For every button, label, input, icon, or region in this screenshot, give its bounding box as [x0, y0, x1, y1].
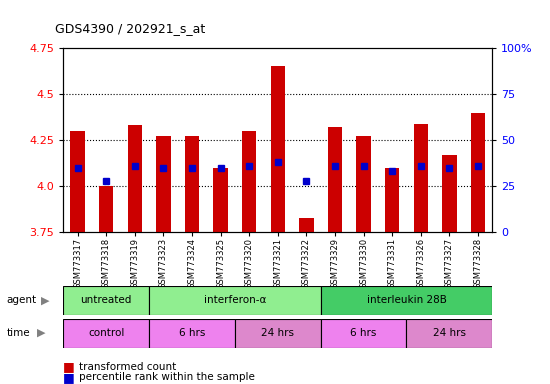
Text: interferon-α: interferon-α: [204, 295, 266, 306]
Text: 24 hrs: 24 hrs: [261, 328, 294, 338]
Bar: [321, 286, 492, 315]
Bar: [414, 124, 428, 232]
Text: percentile rank within the sample: percentile rank within the sample: [79, 372, 255, 382]
Bar: [406, 319, 492, 348]
Bar: [242, 131, 256, 232]
Bar: [471, 113, 485, 232]
Text: time: time: [7, 328, 30, 338]
Text: 6 hrs: 6 hrs: [179, 328, 205, 338]
Text: ■: ■: [63, 360, 75, 373]
Text: ▶: ▶: [41, 295, 49, 306]
Bar: [356, 136, 371, 232]
Bar: [328, 127, 342, 232]
Bar: [63, 286, 149, 315]
Text: transformed count: transformed count: [79, 362, 176, 372]
Bar: [149, 286, 321, 315]
Bar: [235, 319, 321, 348]
Text: ▶: ▶: [37, 328, 46, 338]
Bar: [156, 136, 170, 232]
Text: interleukin 28B: interleukin 28B: [366, 295, 447, 306]
Text: control: control: [88, 328, 124, 338]
Text: 24 hrs: 24 hrs: [433, 328, 466, 338]
Bar: [128, 126, 142, 232]
Bar: [70, 131, 85, 232]
Bar: [149, 319, 235, 348]
Bar: [442, 155, 456, 232]
Text: agent: agent: [7, 295, 37, 306]
Bar: [299, 218, 314, 232]
Text: untreated: untreated: [80, 295, 132, 306]
Bar: [321, 319, 406, 348]
Bar: [63, 319, 149, 348]
Bar: [271, 66, 285, 232]
Text: GDS4390 / 202921_s_at: GDS4390 / 202921_s_at: [55, 22, 205, 35]
Bar: [185, 136, 199, 232]
Bar: [213, 168, 228, 232]
Bar: [385, 168, 399, 232]
Text: 6 hrs: 6 hrs: [350, 328, 377, 338]
Bar: [99, 186, 113, 232]
Text: ■: ■: [63, 371, 75, 384]
